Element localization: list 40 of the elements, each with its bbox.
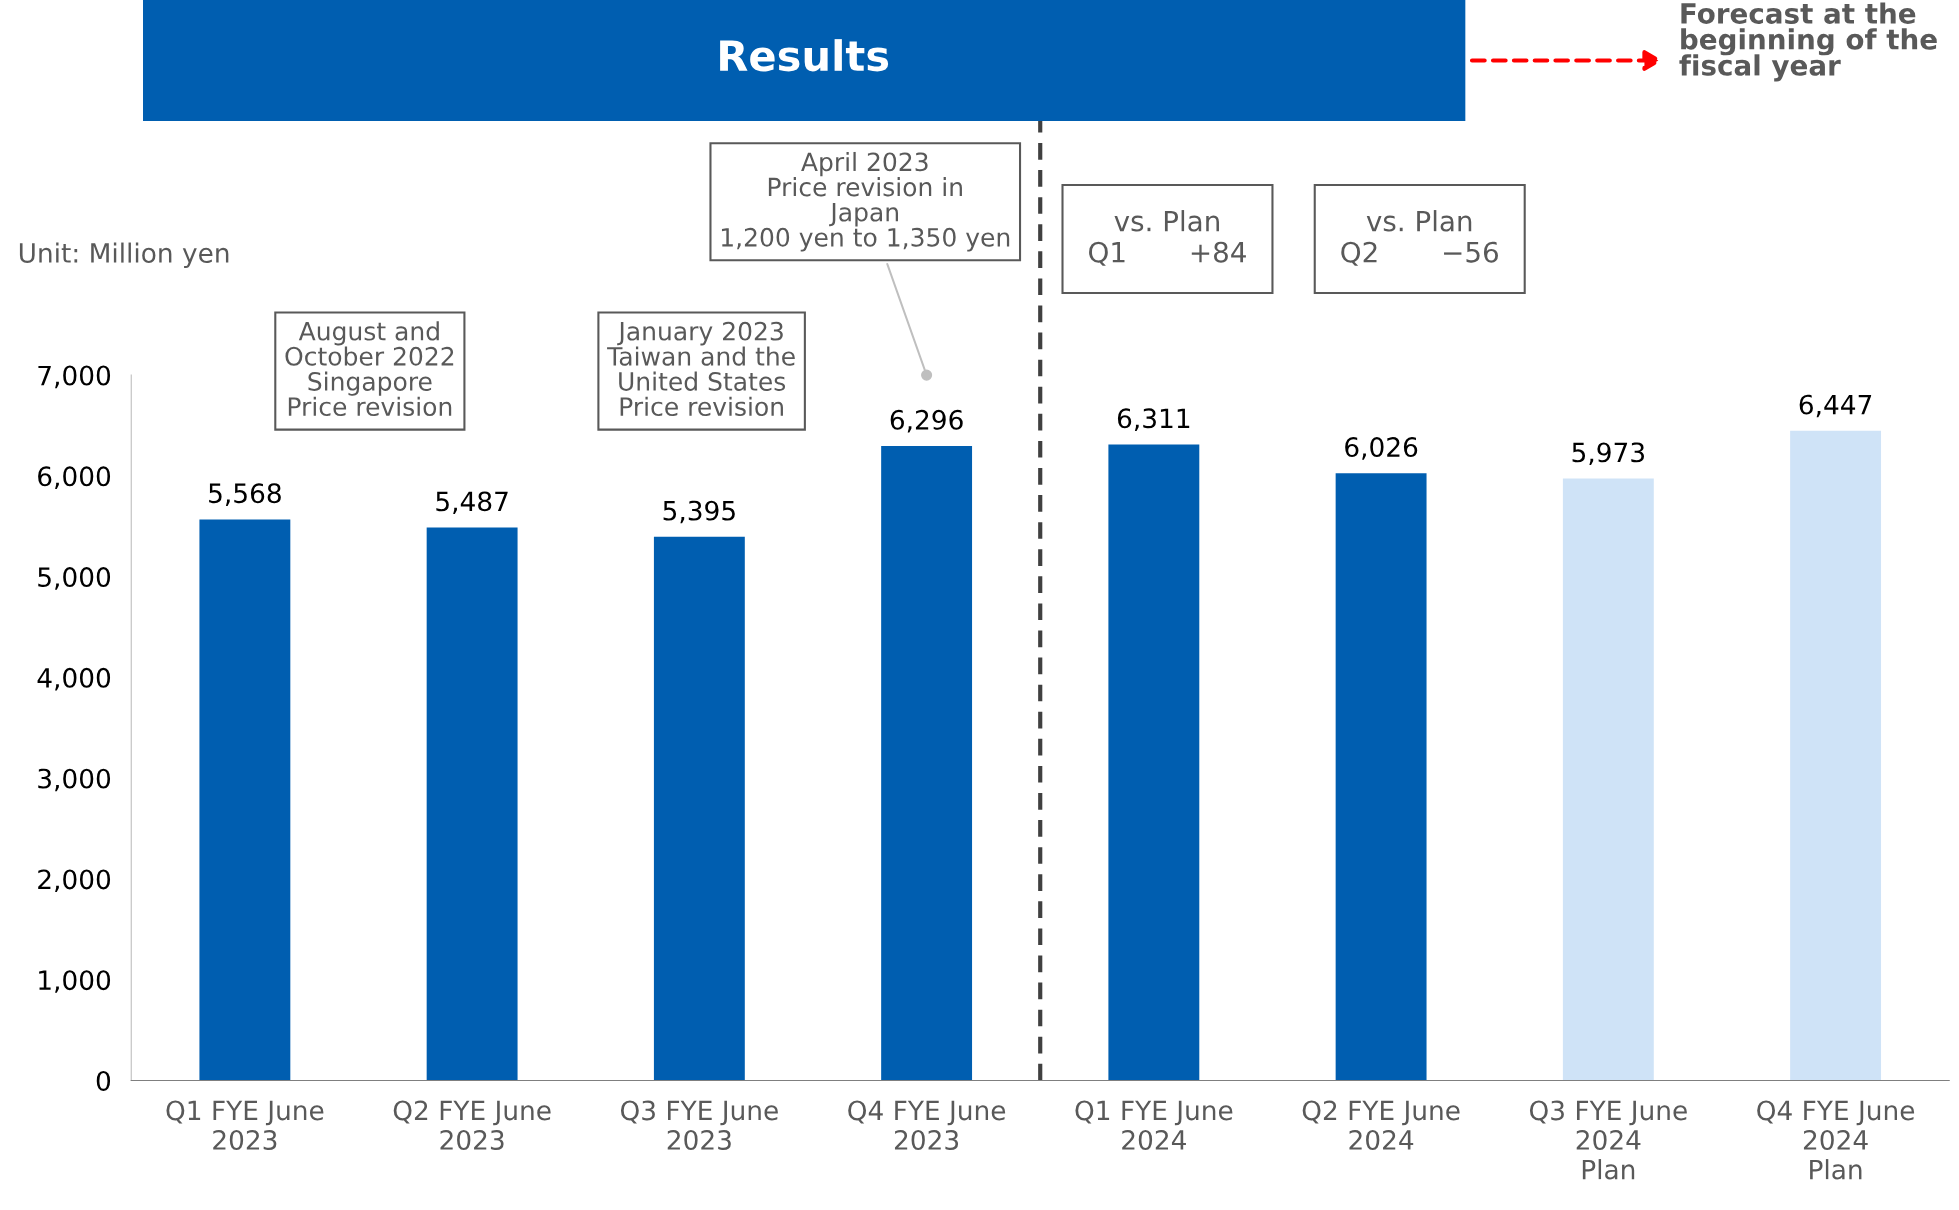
data-label: 5,395	[663, 500, 735, 524]
x-tick-label: Q2 FYE June 2024	[1302, 1100, 1460, 1150]
text: Unit: Million yen	[19, 242, 229, 269]
annotation: April 2023 Price revision in Japan 1,200 yen to 1,350 yen	[721, 151, 1010, 252]
bar	[1335, 473, 1427, 1081]
x-tick-label: Q1 FYE June 2024	[1075, 1100, 1233, 1150]
x-tick-label: Q4 FYE June 2024 Plan	[1757, 1100, 1915, 1180]
y-tick-label: 6,000	[38, 466, 111, 489]
text: vs. Plan Q1 +84	[1089, 210, 1246, 266]
y-tick-label: 2,000	[38, 869, 111, 893]
y-tick-label: 7,000	[38, 365, 111, 389]
data-label: 5,487	[436, 491, 508, 515]
bar	[199, 519, 291, 1081]
data-label: 6,026	[1345, 437, 1418, 460]
x-tick-label: Q2 FYE June 2023	[393, 1100, 551, 1150]
data-label: 6,296	[890, 409, 963, 433]
annotation: August and October 2022 Singapore Price revision	[285, 321, 454, 417]
bar	[426, 527, 518, 1081]
text: Forecast at the beginning of the fiscal year	[1679, 2, 1937, 82]
bar	[1790, 430, 1882, 1081]
y-tick-label: 3,000	[38, 768, 111, 792]
bar	[1108, 444, 1200, 1081]
bar	[653, 536, 745, 1081]
chart-title: Results	[720, 39, 889, 72]
data-label: 5,973	[1572, 442, 1644, 466]
x-tick-label: Q3 FYE June 2024 Plan	[1529, 1100, 1687, 1180]
text: vs. Plan Q2 −56	[1341, 210, 1498, 266]
x-tick-label: Q1 FYE June 2023	[166, 1100, 324, 1150]
data-label: 5,568	[209, 483, 281, 506]
y-tick-label: 0	[96, 1070, 111, 1091]
bar	[881, 446, 973, 1081]
data-label: 6,447	[1799, 394, 1872, 418]
x-tick-label: Q3 FYE June 2023	[620, 1100, 778, 1150]
y-tick-label: 1,000	[39, 970, 111, 993]
data-label: 6,311	[1117, 408, 1190, 431]
y-tick-label: 4,000	[37, 667, 111, 691]
y-tick-label: 5,000	[38, 567, 111, 590]
annotation: January 2023 Taiwan and the United States Price revision	[607, 321, 795, 417]
x-tick-label: Q4 FYE June 2023	[848, 1100, 1006, 1150]
bar	[1562, 478, 1654, 1081]
